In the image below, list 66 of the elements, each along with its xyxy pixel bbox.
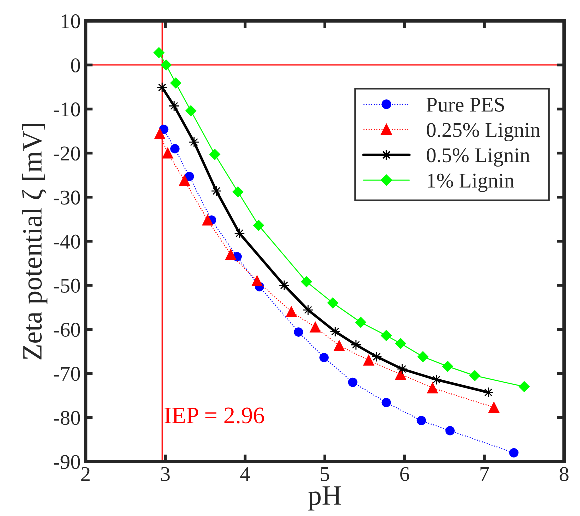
point	[286, 306, 297, 318]
point	[226, 249, 236, 260]
point	[348, 378, 358, 388]
y-tick-label: -80	[54, 411, 80, 426]
point	[302, 304, 314, 316]
point	[488, 402, 500, 413]
y-tick-label: 10	[62, 14, 80, 29]
point	[301, 276, 312, 288]
point	[186, 106, 197, 116]
x-tick-label: 3	[161, 467, 170, 482]
x-axis-title: pH	[308, 486, 342, 511]
point	[381, 330, 392, 342]
point	[334, 340, 345, 352]
legend-label: 0.25% Lignin	[427, 123, 540, 142]
point	[154, 128, 166, 140]
y-tick-label: 0	[71, 58, 80, 73]
point	[170, 78, 182, 89]
y-axis-title: Zeta potential ζ [mV]	[22, 124, 48, 360]
point	[442, 361, 454, 372]
point	[160, 60, 172, 71]
point	[416, 416, 426, 426]
point	[310, 322, 321, 333]
point	[395, 338, 406, 350]
y-tick-label: -60	[54, 322, 80, 338]
x-tick-label: 8	[560, 467, 569, 482]
point	[364, 355, 374, 366]
legend-label: 1% Lignin	[428, 174, 514, 192]
x-tick-label: 5	[321, 467, 330, 482]
point	[179, 175, 190, 186]
point	[427, 382, 438, 394]
x-tick-label: 2	[82, 467, 90, 482]
point	[519, 381, 530, 392]
point	[154, 47, 165, 58]
point	[170, 144, 180, 154]
point	[211, 186, 222, 197]
point	[509, 448, 519, 458]
x-tick-label: 7	[480, 467, 490, 482]
legend-label: 0.5% Lignin	[427, 148, 530, 167]
x-tick-label: 6	[400, 467, 410, 482]
point	[395, 369, 406, 380]
point	[418, 352, 429, 362]
point	[234, 228, 246, 239]
ref-line-label: IEP = 2.96	[164, 408, 264, 424]
point	[431, 374, 442, 386]
point	[328, 298, 338, 309]
point	[356, 317, 366, 328]
point	[320, 353, 329, 363]
point	[162, 148, 174, 159]
point	[294, 328, 304, 337]
point	[210, 149, 220, 160]
point	[446, 426, 455, 436]
point	[382, 398, 392, 408]
y-tick-label: -40	[54, 234, 80, 249]
y-tick-label: -70	[54, 367, 80, 382]
point	[232, 186, 244, 198]
y-tick-label: -50	[54, 278, 80, 293]
y-tick-label: -90	[54, 455, 80, 470]
point	[202, 214, 214, 226]
y-tick-label: -30	[54, 190, 80, 205]
y-tick-label: -10	[54, 102, 80, 117]
x-tick-label: 4	[240, 467, 250, 482]
point	[253, 220, 264, 232]
y-tick-label: -20	[54, 146, 80, 161]
point	[252, 276, 263, 287]
point	[470, 370, 480, 382]
legend-label: Pure PES	[426, 98, 504, 112]
